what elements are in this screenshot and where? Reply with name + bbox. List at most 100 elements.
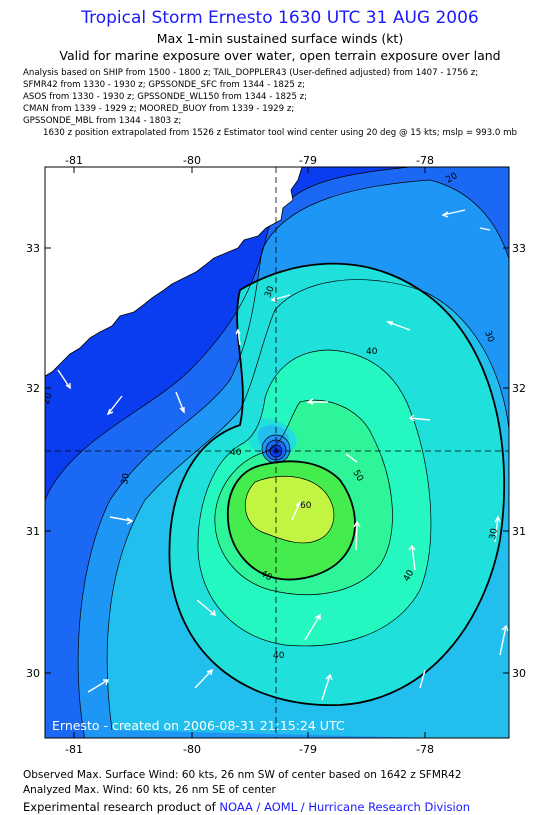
credit-prefix: Experimental research product of: [23, 800, 216, 814]
wind-vector: [291, 500, 302, 521]
lon-label: -78: [416, 154, 434, 167]
radii-64kt: na: [146, 233, 163, 247]
wind-map: -81 -80 -79 -78 -81 -80 -79 -78 33 32 31…: [0, 140, 560, 760]
wind-radii-row: NW 55 na na: [58, 249, 163, 263]
contour-label: 30: [120, 472, 132, 485]
analysis-line-3: ASOS from 1330 - 1930 z; GPSSONDE_WL150 …: [23, 92, 308, 102]
wind-vector: [175, 391, 185, 414]
analysis-line-1: Analysis based on SHIP from 1500 - 1800 …: [23, 68, 479, 78]
wind-radii-header: QD 34K 50K 64K: [58, 185, 169, 199]
wind-vector: [221, 188, 235, 206]
center-crosshair: [45, 167, 509, 738]
wind-radii-table: WIND RADII (NM) QD 34K 50K 64K NE 112 na…: [50, 169, 169, 263]
lon-label: -79: [299, 154, 317, 167]
contour-50-kt: [227, 460, 356, 581]
radii-50kt: na: [120, 201, 137, 215]
analysis-line-4: CMAN from 1339 - 1929 z; MOORED_BUOY fro…: [23, 104, 295, 114]
wind-vector: [106, 395, 123, 416]
lon-label: -81: [65, 743, 83, 756]
radii-64kt: na: [146, 217, 163, 231]
radii-quadrant: SW: [58, 233, 80, 247]
wind-band-60: [245, 476, 334, 543]
map-subtitle-exposure: Valid for marine exposure over water, op…: [59, 48, 501, 63]
lon-label: -80: [183, 154, 201, 167]
radii-50kt: 57: [120, 217, 137, 231]
wind-radii-row: SW 104 49 na: [58, 233, 163, 247]
wind-radii-row: SE 116 57 na: [58, 217, 163, 231]
radii-34kt: 112: [82, 201, 107, 215]
wind-vector: [419, 669, 426, 689]
lon-labels-bottom: -81 -80 -79 -78: [65, 743, 434, 756]
contour-label: 60: [300, 501, 312, 511]
axis-ticks: [45, 167, 509, 738]
wind-vector: [270, 294, 291, 303]
lon-label: -80: [183, 743, 201, 756]
wind-vector: [109, 516, 134, 525]
wind-vector: [499, 624, 509, 656]
lat-labels-left: 33 32 31 30: [26, 242, 40, 680]
analysis-line-5: GPSSONDE_MBL from 1344 - 1803 z;: [23, 116, 182, 126]
lat-label: 30: [512, 667, 526, 680]
analyzed-max-wind: Analyzed Max. Wind: 60 kts, 26 nm SE of …: [23, 784, 276, 796]
wind-vector: [87, 679, 110, 693]
analysis-line-2: SFMR42 from 1330 - 1930 z; GPSSONDE_SFC …: [23, 80, 305, 90]
contour-label: 30: [488, 527, 500, 540]
wind-vector: [196, 599, 216, 616]
contour-30-outer: [77, 179, 509, 738]
wind-vector: [235, 328, 241, 346]
contour-label: 30: [263, 285, 276, 299]
radii-34kt: 104: [82, 233, 107, 247]
contour-label: 40: [230, 448, 242, 458]
wind-map-svg: -81 -80 -79 -78 -81 -80 -79 -78 33 32 31…: [26, 154, 526, 756]
footer-credit: Experimental research product of NOAA / …: [23, 800, 470, 814]
lat-label: 33: [512, 242, 526, 255]
wind-vector: [321, 673, 333, 701]
observed-max-wind: Observed Max. Surface Wind: 60 kts, 26 n…: [23, 769, 462, 781]
lon-label: -78: [416, 743, 434, 756]
radii-50kt: 49: [120, 233, 137, 247]
wind-vector: [385, 321, 411, 331]
wind-vector: [57, 369, 71, 390]
wind-vector: [194, 668, 213, 689]
wind-vector: [479, 227, 491, 231]
wind-field: 20 20 30 30 30 30 40 40 40 50 60 40 40 W…: [41, 167, 509, 738]
radii-quadrant: NE: [58, 201, 76, 215]
wind-vector: [408, 544, 416, 571]
radii-64kt: na: [146, 249, 163, 263]
map-subtitle-units: Max 1-min sustained surface winds (kt): [156, 31, 404, 46]
wind-vector: [441, 209, 466, 218]
contour-40: [197, 349, 432, 647]
wind-vector: [306, 398, 328, 405]
lat-label: 33: [26, 242, 40, 255]
credit-org-link[interactable]: NOAA / AOML / Hurricane Research Divisio…: [219, 800, 471, 814]
lon-label: -79: [299, 743, 317, 756]
radii-quadrant: SE: [58, 217, 75, 231]
lat-label: 30: [26, 667, 40, 680]
wind-radii-title: WIND RADII (NM): [50, 169, 166, 183]
created-stamp: Ernesto - created on 2006-08-31 21:15:24…: [52, 718, 345, 733]
contour-34-64-lines: [168, 262, 506, 706]
radii-50kt: na: [120, 249, 137, 263]
lat-label: 32: [512, 382, 526, 395]
map-title: Tropical Storm Ernesto 1630 UTC 31 AUG 2…: [81, 8, 479, 28]
lon-labels-top: -81 -80 -79 -78: [65, 154, 434, 167]
wind-radii-row: NE 112 na na: [58, 201, 163, 215]
contour-60: [244, 476, 335, 544]
wind-vector: [304, 613, 321, 641]
wind-vector: [494, 515, 501, 543]
contour-label: 40: [366, 347, 378, 357]
lat-label: 31: [512, 525, 526, 538]
radii-quadrant: NW: [58, 249, 81, 263]
contour-50: [214, 399, 393, 595]
contour-lines: [45, 167, 509, 738]
contour-30-inner: [106, 279, 509, 731]
contour-20: [45, 167, 415, 501]
lat-labels-right: 33 32 31 30: [512, 242, 526, 680]
contour-label: 20: [41, 392, 54, 406]
map-frame: [44, 166, 510, 739]
wind-vectors: [57, 188, 509, 701]
coastline-land: [45, 167, 303, 377]
lat-label: 31: [26, 525, 40, 538]
radii-34kt: 116: [82, 217, 107, 231]
contour-34-kt: [168, 262, 506, 706]
